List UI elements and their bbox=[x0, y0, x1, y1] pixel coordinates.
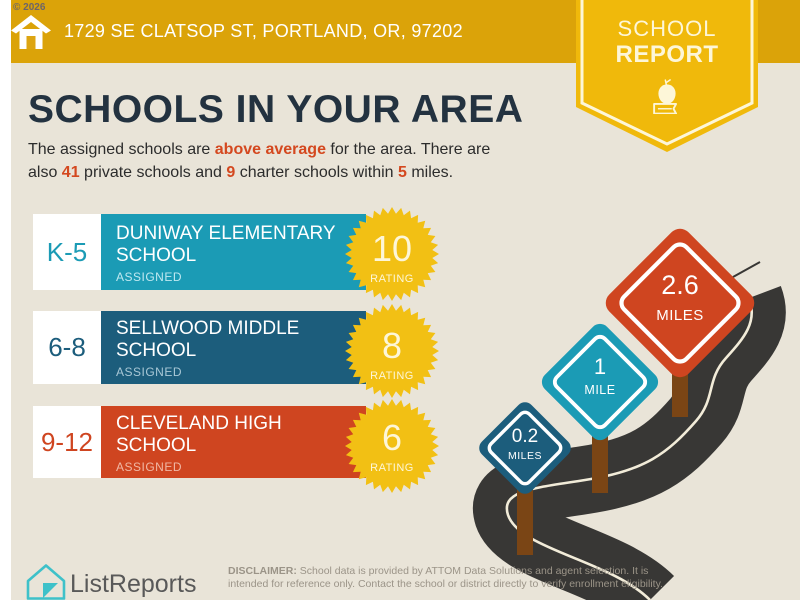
svg-text:2.6: 2.6 bbox=[661, 270, 699, 300]
svg-text:MILES: MILES bbox=[508, 450, 542, 462]
svg-text:MILE: MILE bbox=[584, 383, 615, 397]
svg-text:MILES: MILES bbox=[656, 307, 704, 324]
svg-text:0.2: 0.2 bbox=[512, 426, 538, 447]
svg-text:1: 1 bbox=[594, 354, 606, 379]
